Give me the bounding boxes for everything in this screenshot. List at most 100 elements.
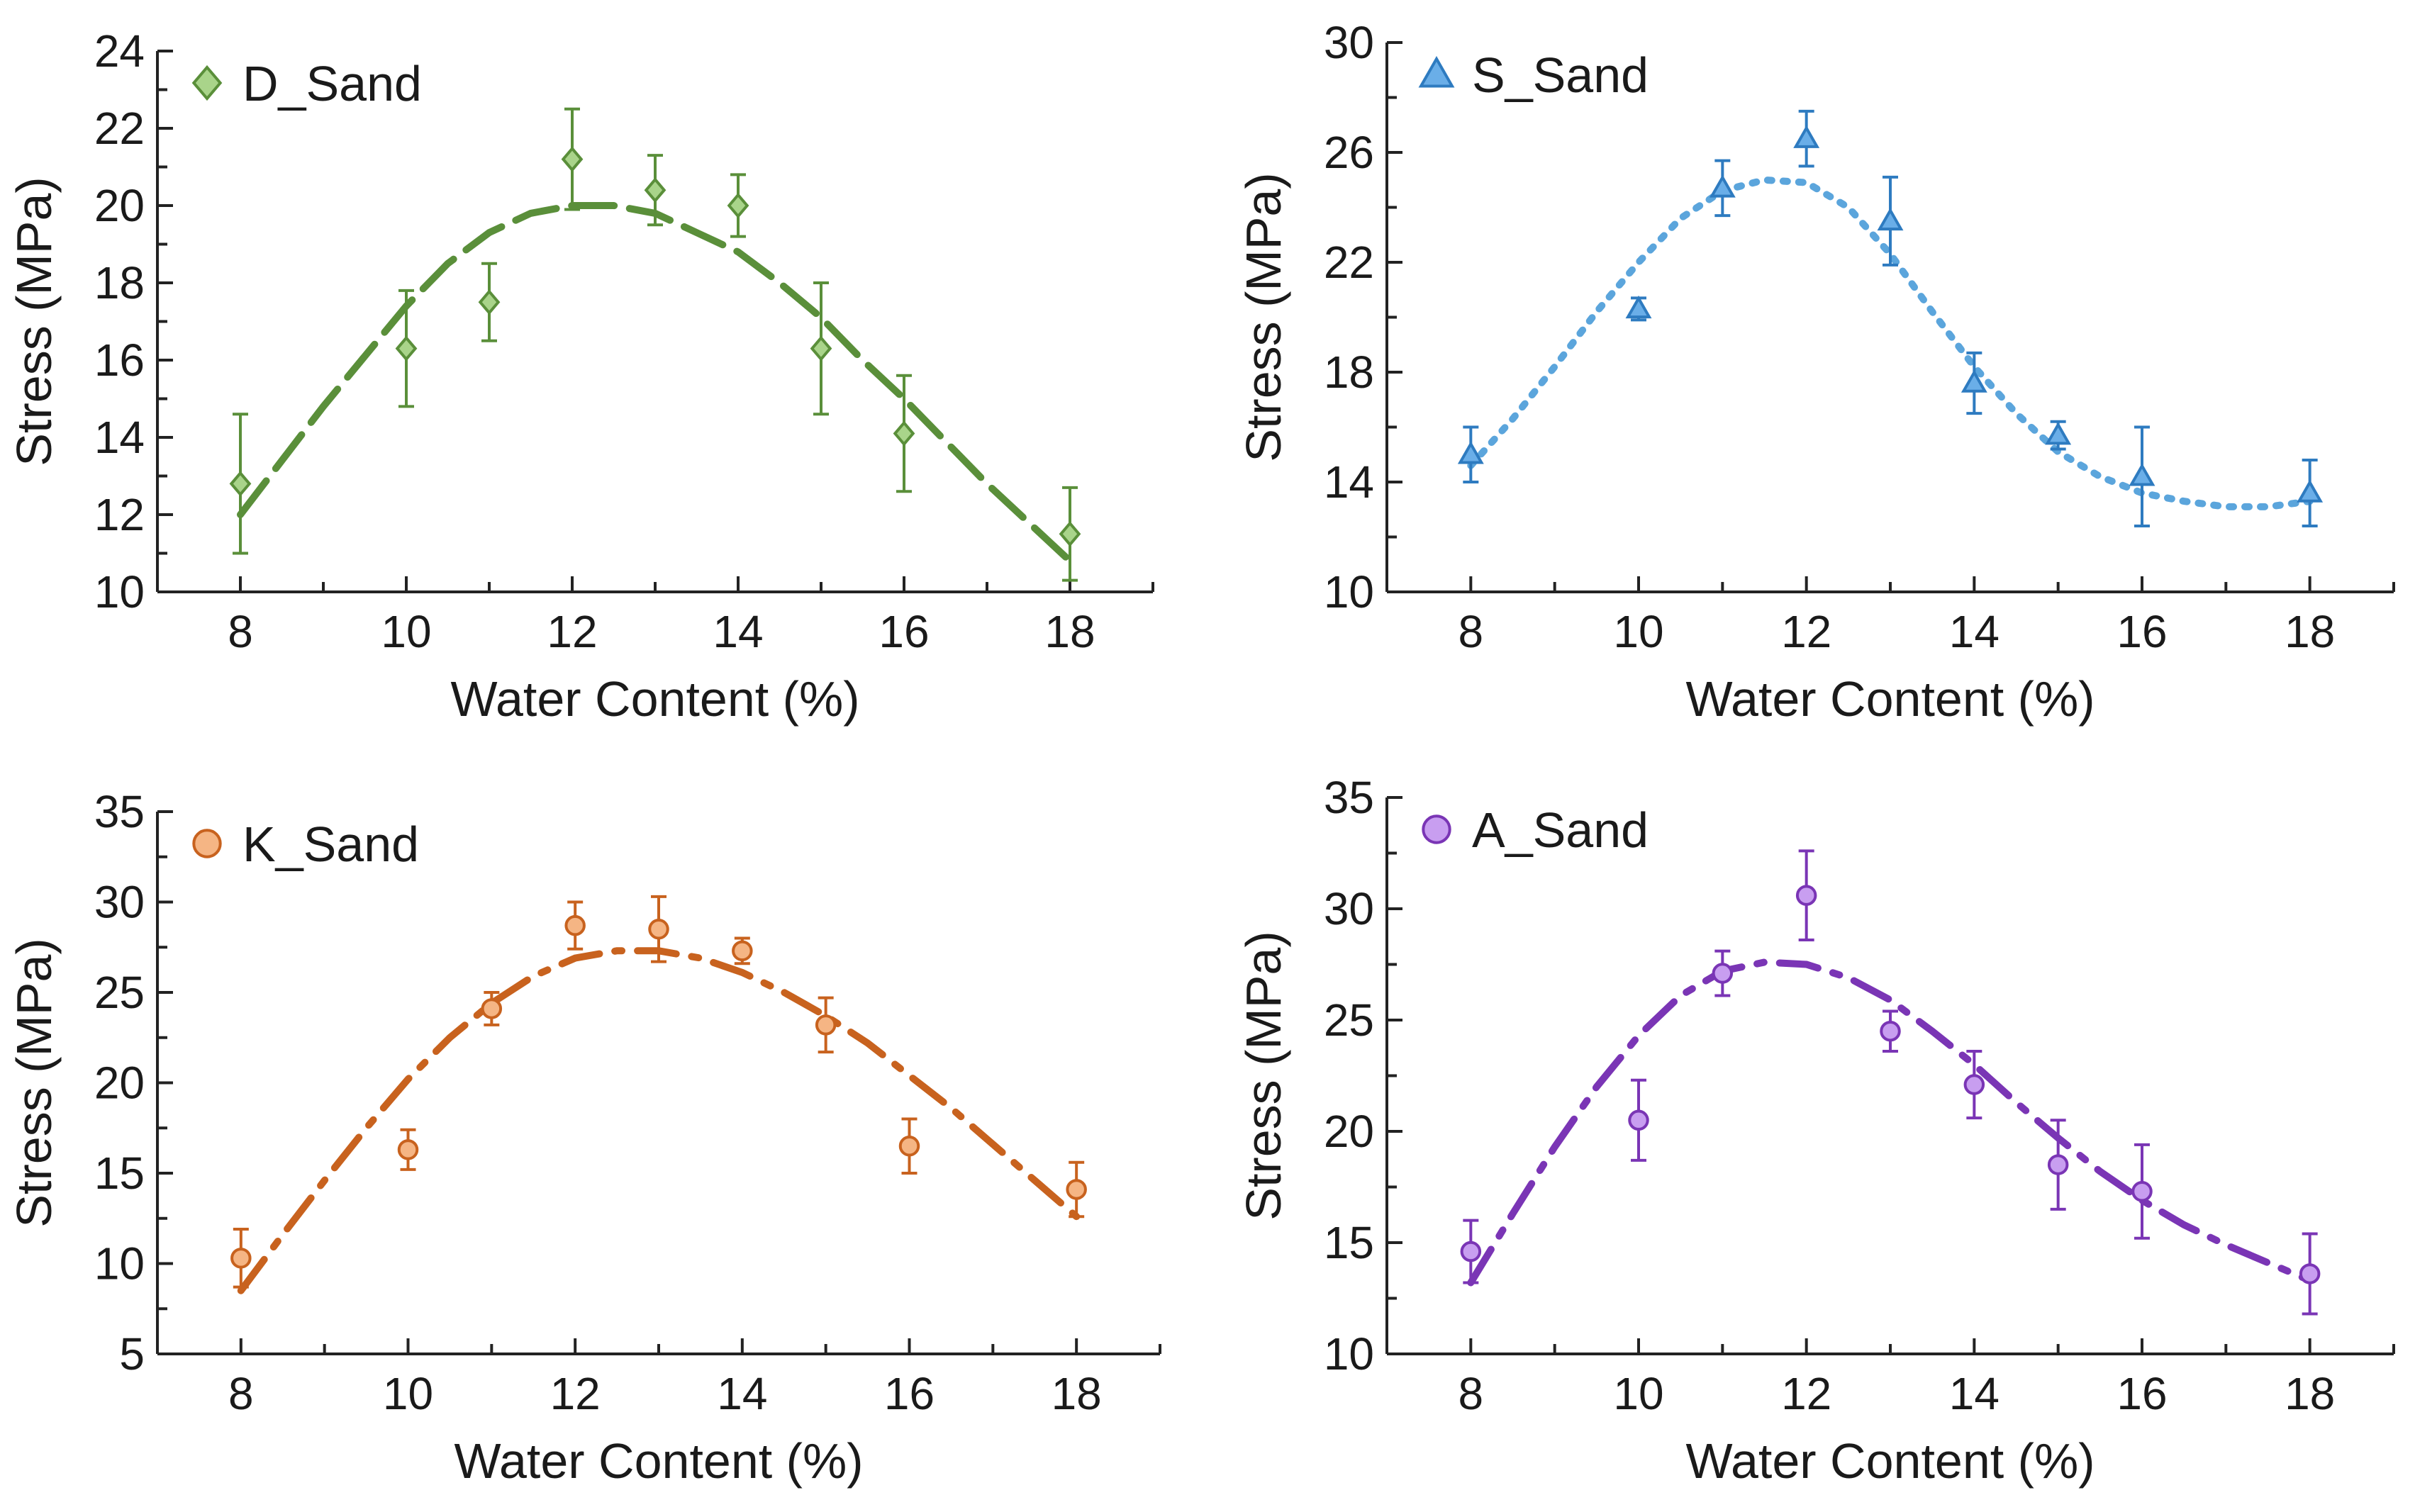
- x-tick-label: 16: [2116, 1368, 2167, 1419]
- data-point: [1961, 369, 1987, 393]
- x-axis-title: Water Content (%): [1685, 1433, 2095, 1489]
- data-point: [1625, 295, 1652, 319]
- x-axis-title: Water Content (%): [450, 671, 859, 727]
- data-point: [815, 1014, 837, 1036]
- x-tick-label: 14: [1949, 606, 2000, 657]
- legend-marker: [192, 829, 222, 858]
- fit-curve: [1467, 176, 2314, 510]
- x-tick-label: 14: [713, 606, 763, 657]
- y-tick-label: 10: [1324, 566, 1374, 617]
- data-point: [481, 998, 503, 1019]
- y-tick-label: 22: [94, 103, 145, 154]
- legend-marker: [1418, 55, 1455, 88]
- x-tick-label: 8: [228, 1368, 254, 1419]
- data-point: [2045, 422, 2072, 445]
- data-point: [727, 192, 749, 219]
- data-point: [2299, 1263, 2321, 1284]
- x-tick-label: 18: [1044, 606, 1095, 657]
- fit-curve: [237, 947, 1081, 1294]
- x-tick-label: 16: [2116, 606, 2167, 657]
- y-axis-title: Stress (MPa): [6, 938, 62, 1227]
- legend-label: A_Sand: [1472, 802, 1649, 858]
- legend-marker: [191, 65, 223, 101]
- data-point: [1709, 174, 1736, 198]
- x-tick-label: 8: [1459, 606, 1484, 657]
- legend-label: S_Sand: [1472, 47, 1649, 103]
- data-point: [2131, 1181, 2153, 1202]
- data-point: [893, 420, 915, 447]
- legend-marker: [1422, 814, 1451, 844]
- x-tick-label: 8: [228, 606, 253, 657]
- y-axis-title: Stress (MPa): [6, 177, 62, 466]
- x-tick-label: 14: [1949, 1368, 2000, 1419]
- data-point: [230, 1248, 252, 1269]
- data-point: [2129, 463, 2155, 486]
- data-point: [395, 335, 418, 362]
- data-point: [1963, 1074, 1985, 1095]
- y-tick-label: 20: [94, 1058, 145, 1109]
- legend-label: K_Sand: [242, 817, 419, 872]
- data-point: [564, 914, 586, 936]
- data-point: [2297, 479, 2324, 503]
- y-tick-label: 24: [94, 26, 145, 77]
- x-tick-label: 10: [383, 1368, 433, 1419]
- data-point: [229, 471, 252, 497]
- data-point: [644, 177, 667, 203]
- x-tick-label: 12: [1781, 606, 1831, 657]
- data-point: [732, 940, 753, 962]
- data-point: [810, 335, 832, 362]
- y-tick-label: 10: [1324, 1328, 1374, 1379]
- y-tick-label: 25: [1324, 995, 1374, 1046]
- data-point: [1880, 1020, 1901, 1042]
- data-point: [1877, 207, 1904, 231]
- x-tick-label: 12: [550, 1368, 601, 1419]
- y-tick-label: 30: [1324, 883, 1374, 934]
- data-point: [1795, 885, 1817, 906]
- y-tick-label: 35: [1324, 772, 1374, 823]
- x-tick-label: 10: [381, 606, 431, 657]
- x-tick-label: 16: [879, 606, 929, 657]
- panel-a-sand: 8 10 12 14 16 18 10 15 20 25 30 35 Water Content (%)…: [1236, 772, 2395, 1489]
- x-tick-label: 10: [1613, 606, 1663, 657]
- data-point: [1460, 1241, 1482, 1262]
- panel-s-sand: 8 10 12 14 16 18 10 14 18 22 26 30 Water Content (%)…: [1236, 17, 2395, 727]
- x-tick-label: 12: [1781, 1368, 1831, 1419]
- y-tick-label: 25: [94, 967, 145, 1018]
- x-tick-label: 10: [1613, 1368, 1663, 1419]
- y-axis-title: Stress (MPa): [1236, 931, 1291, 1220]
- y-tick-label: 16: [94, 335, 145, 386]
- y-tick-label: 15: [1324, 1217, 1374, 1268]
- y-axis-title: Stress (MPa): [1236, 172, 1291, 461]
- y-tick-label: 5: [119, 1328, 145, 1379]
- y-tick-label: 22: [1324, 237, 1374, 288]
- y-tick-label: 10: [94, 566, 145, 617]
- x-tick-label: 16: [884, 1368, 935, 1419]
- panel-k-sand: 8 10 12 14 16 18 5 10 15 20 25 30 35 Water Content (%…: [6, 786, 1161, 1489]
- y-tick-label: 20: [94, 180, 145, 231]
- x-tick-label: 14: [717, 1368, 767, 1419]
- data-point: [1059, 521, 1081, 547]
- fit-curve: [237, 202, 1073, 565]
- x-axis-title: Water Content (%): [1685, 671, 2095, 727]
- y-tick-label: 30: [1324, 17, 1374, 68]
- y-tick-label: 15: [94, 1148, 145, 1199]
- y-tick-label: 14: [1324, 457, 1374, 508]
- x-tick-label: 8: [1459, 1368, 1484, 1419]
- data-point: [2047, 1154, 2069, 1175]
- legend-label: D_Sand: [242, 56, 422, 111]
- data-point: [1712, 963, 1734, 984]
- y-tick-label: 18: [1324, 347, 1374, 398]
- y-tick-label: 12: [94, 489, 145, 540]
- y-tick-label: 14: [94, 412, 145, 463]
- data-point: [561, 146, 584, 172]
- data-point: [1628, 1109, 1649, 1131]
- y-tick-label: 20: [1324, 1106, 1374, 1157]
- x-tick-label: 18: [2285, 1368, 2335, 1419]
- panel-d-sand: 8 10 12 14 16 18 10 12 14 16 18 20 22 24 Water Content…: [6, 26, 1154, 727]
- data-point: [1457, 441, 1484, 464]
- x-axis-title: Water Content (%): [454, 1433, 863, 1489]
- data-point: [397, 1139, 419, 1160]
- data-point: [648, 919, 669, 940]
- x-tick-label: 18: [2285, 606, 2335, 657]
